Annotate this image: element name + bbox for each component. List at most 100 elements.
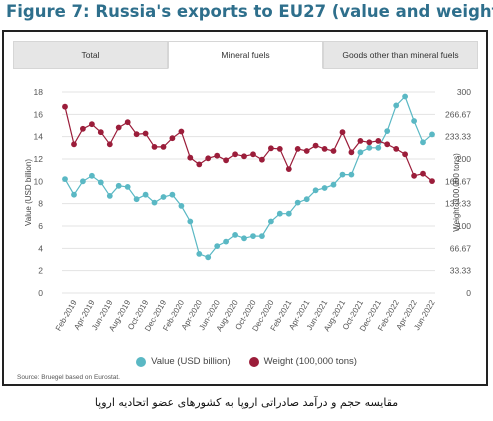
legend: Value (USD billion) Weight (100,000 tons… bbox=[0, 356, 493, 367]
value-point bbox=[178, 203, 185, 209]
weight-point bbox=[348, 149, 355, 156]
value-point bbox=[89, 172, 95, 179]
weight-point bbox=[402, 151, 408, 158]
value-point bbox=[375, 144, 382, 151]
y-tick-label-right: 66.67 bbox=[450, 243, 472, 253]
value-point bbox=[420, 139, 426, 146]
weight-point bbox=[420, 170, 426, 177]
weight-point bbox=[384, 141, 391, 148]
weight-point bbox=[124, 119, 131, 126]
y-tick-label-left: 10 bbox=[34, 176, 44, 186]
value-point bbox=[124, 184, 131, 190]
weight-point bbox=[205, 155, 212, 162]
value-point bbox=[214, 243, 221, 250]
weight-point bbox=[276, 146, 283, 152]
value-point bbox=[268, 218, 274, 225]
y-tick-label-left: 8 bbox=[38, 199, 43, 209]
legend-label-weight: Weight (100,000 tons) bbox=[263, 356, 357, 367]
weight-point bbox=[151, 144, 158, 150]
weight-point bbox=[160, 144, 167, 150]
weight-point bbox=[62, 103, 68, 110]
value-point bbox=[106, 193, 113, 199]
weight-point bbox=[80, 125, 86, 132]
y-tick-label-left: 6 bbox=[38, 221, 43, 231]
weight-point bbox=[223, 157, 230, 164]
value-point bbox=[429, 131, 435, 138]
value-point bbox=[294, 199, 301, 206]
value-point bbox=[151, 199, 158, 206]
weight-point bbox=[294, 146, 301, 152]
value-point bbox=[133, 196, 140, 203]
value-point bbox=[357, 149, 364, 156]
y-tick-label-right: 300 bbox=[457, 87, 471, 97]
weight-point bbox=[357, 138, 364, 144]
tab-mineral-fuels[interactable]: Mineral fuels bbox=[168, 41, 323, 69]
value-point bbox=[250, 233, 256, 240]
y-axis-title-right: Weight (100,000 tons) bbox=[452, 153, 461, 232]
value-point bbox=[241, 235, 247, 242]
value-point bbox=[402, 93, 408, 100]
legend-item-value: Value (USD billion) bbox=[136, 356, 231, 367]
value-point bbox=[223, 238, 230, 245]
value-point bbox=[259, 233, 265, 240]
value-point bbox=[169, 191, 176, 198]
value-point bbox=[115, 182, 122, 189]
value-point bbox=[62, 176, 68, 183]
weight-point bbox=[366, 139, 373, 146]
weight-point bbox=[375, 138, 382, 144]
y-tick-label-right: 233.33 bbox=[445, 132, 471, 142]
value-point bbox=[276, 210, 283, 217]
weight-point bbox=[106, 141, 113, 148]
weight-point bbox=[71, 141, 77, 148]
persian-caption: مقایسه حجم و درآمد صادراتی اروپا به کشور… bbox=[94, 396, 399, 409]
value-point bbox=[196, 251, 203, 257]
weight-point bbox=[97, 129, 104, 136]
value-point bbox=[303, 196, 310, 203]
legend-marker-value bbox=[136, 356, 147, 367]
weight-point bbox=[303, 148, 310, 154]
weight-point bbox=[312, 142, 319, 149]
value-point bbox=[160, 194, 167, 200]
value-point bbox=[339, 171, 346, 178]
legend-label-value: Value (USD billion) bbox=[151, 356, 231, 367]
y-tick-label-right: 33.33 bbox=[450, 266, 472, 276]
weight-point bbox=[232, 151, 239, 158]
weight-point bbox=[196, 161, 203, 168]
weight-point bbox=[321, 146, 328, 152]
value-point bbox=[393, 102, 400, 109]
value-point bbox=[330, 181, 337, 188]
value-point bbox=[205, 254, 212, 261]
y-tick-label-right: 0 bbox=[466, 288, 471, 298]
weight-point bbox=[115, 124, 122, 131]
tab-other-goods[interactable]: Goods other than mineral fuels bbox=[323, 41, 478, 69]
weight-point bbox=[133, 131, 140, 138]
value-point bbox=[384, 128, 391, 135]
weight-point bbox=[169, 135, 176, 142]
y-tick-label-left: 2 bbox=[38, 266, 43, 276]
value-point bbox=[187, 218, 194, 225]
y-tick-label-right: 166.67 bbox=[445, 176, 471, 186]
tab-bar: Total Mineral fuels Goods other than min… bbox=[13, 41, 478, 69]
weight-point bbox=[393, 146, 400, 152]
value-point bbox=[366, 144, 373, 151]
value-point bbox=[97, 179, 104, 186]
source-note: Source: Bruegel based on Eurostat. bbox=[17, 374, 120, 381]
y-tick-label-left: 18 bbox=[34, 87, 44, 97]
weight-point bbox=[339, 129, 346, 136]
value-series-line bbox=[64, 95, 433, 259]
figure-title: Figure 7: Russia's exports to EU27 (valu… bbox=[6, 2, 493, 21]
weight-point bbox=[268, 145, 274, 152]
legend-item-weight: Weight (100,000 tons) bbox=[248, 356, 357, 367]
value-point bbox=[232, 232, 239, 238]
y-tick-label-right: 200 bbox=[457, 154, 471, 164]
y-tick-label-right: 100 bbox=[457, 221, 471, 231]
y-tick-label-left: 16 bbox=[34, 109, 44, 119]
value-point bbox=[411, 118, 417, 124]
tab-total[interactable]: Total bbox=[13, 41, 168, 69]
y-tick-label-left: 14 bbox=[34, 132, 44, 142]
value-point bbox=[80, 178, 86, 185]
chart-frame bbox=[2, 30, 488, 386]
value-point bbox=[321, 185, 328, 191]
weight-point bbox=[330, 148, 337, 154]
weight-point bbox=[214, 152, 221, 159]
